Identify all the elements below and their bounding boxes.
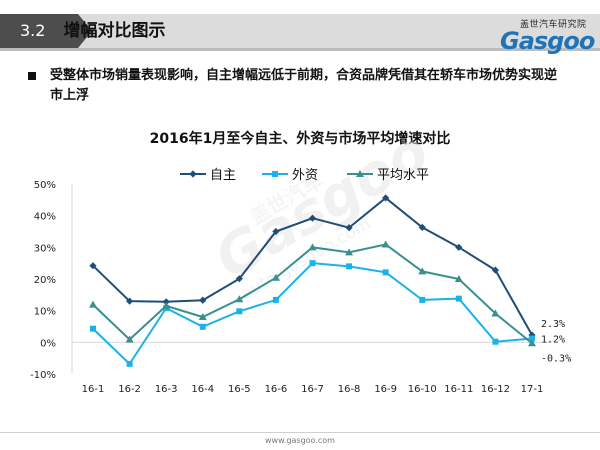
header-band	[0, 14, 78, 48]
data-point-pingjun	[271, 273, 280, 281]
data-point-waizi	[382, 269, 389, 276]
chart-title: 2016年1月至今自主、外资与市场平均增速对比	[149, 131, 451, 147]
data-point-pingjun	[162, 301, 171, 309]
bullet-square-icon	[28, 72, 36, 80]
footer-divider	[0, 432, 600, 433]
data-point-waizi	[346, 263, 353, 270]
y-tick-label: 0%	[40, 338, 56, 349]
y-tick-label: 40%	[34, 212, 56, 223]
data-point-waizi	[529, 335, 535, 342]
x-tick-label: 16-4	[191, 384, 214, 395]
data-point-waizi	[90, 325, 96, 332]
data-point-pingjun	[198, 313, 207, 320]
section-header: 3.2 增幅对比图示 盖世汽车研究院 Gasgoo	[0, 0, 600, 58]
data-point-waizi	[309, 260, 316, 267]
data-point-pingjun	[308, 243, 317, 251]
data-point-pingjun	[454, 275, 463, 282]
x-tick-label: 16-6	[265, 384, 288, 395]
bullet-note-text: 受整体市场销量表现影响，自主增幅远低于前期，合资品牌凭借其在轿车市场优势实现逆市…	[50, 68, 558, 103]
data-point-zizhu	[162, 298, 170, 306]
end-value-label: 2.3%	[541, 319, 565, 330]
data-point-zizhu	[125, 297, 134, 305]
y-tick-label: 10%	[34, 307, 56, 318]
data-point-waizi	[492, 338, 499, 345]
data-point-zizhu	[272, 227, 280, 236]
watermark-en: Gasgoo	[205, 119, 440, 292]
data-point-zizhu	[199, 296, 207, 304]
section-title: 增幅对比图示	[63, 21, 166, 41]
end-value-label: -0.3%	[541, 353, 571, 364]
data-point-zizhu	[235, 275, 243, 283]
x-tick-label: 16-5	[228, 384, 251, 395]
data-point-pingjun	[345, 248, 354, 256]
data-point-waizi	[272, 296, 279, 303]
data-point-waizi	[419, 296, 426, 303]
data-point-waizi	[126, 360, 133, 367]
x-tick-label: 16-2	[118, 384, 141, 395]
legend-label-waizi: 外资	[292, 168, 318, 183]
legend-marker-pingjun	[356, 170, 364, 177]
footer-url: www.gasgoo.com	[265, 436, 335, 445]
legend-marker-zizhu	[189, 170, 197, 178]
legend-marker-waizi	[272, 171, 278, 177]
section-heading: 3.2 增幅对比图示	[20, 14, 165, 48]
x-tick-label: 16-1	[82, 384, 105, 395]
y-tick-label: 50%	[34, 180, 56, 191]
data-point-zizhu	[345, 224, 353, 232]
bullet-note: 受整体市场销量表现影响，自主增幅远低于前期，合资品牌凭借其在轿车市场优势实现逆市…	[28, 66, 568, 106]
x-tick-label: 16-11	[444, 384, 473, 395]
data-point-zizhu	[418, 223, 426, 231]
y-tick-label: 30%	[34, 243, 56, 254]
data-point-waizi	[199, 323, 206, 330]
end-value-label: 1.2%	[541, 335, 565, 346]
data-point-pingjun	[235, 295, 244, 303]
header-underline	[0, 48, 600, 51]
y-tick-label: 20%	[34, 275, 56, 286]
x-tick-label: 16-12	[481, 384, 510, 395]
data-point-pingjun	[528, 339, 536, 347]
header-background	[0, 14, 600, 48]
x-tick-label: 16-8	[338, 384, 361, 395]
x-tick-label: 16-7	[301, 384, 324, 395]
data-point-zizhu	[382, 194, 390, 202]
data-point-waizi	[236, 308, 243, 315]
y-tick-label: -10%	[30, 370, 56, 381]
legend-label-zizhu: 自主	[210, 168, 236, 183]
data-point-zizhu	[528, 331, 536, 339]
x-tick-label: 17-1	[521, 384, 544, 395]
logo-cn-text: 盖世汽车研究院	[520, 20, 587, 30]
x-tick-label: 16-10	[408, 384, 437, 395]
x-tick-label: 16-9	[374, 384, 397, 395]
gasgoo-logo: Gasgoo	[500, 27, 595, 55]
header-band-arrow	[78, 14, 92, 48]
data-point-zizhu	[455, 243, 463, 251]
data-point-zizhu	[89, 262, 97, 270]
data-point-zizhu	[308, 214, 317, 222]
section-number: 3.2	[20, 21, 46, 40]
data-point-waizi	[455, 295, 462, 302]
data-point-pingjun	[491, 309, 500, 317]
data-point-pingjun	[89, 300, 97, 308]
data-point-pingjun	[418, 267, 427, 275]
data-point-pingjun	[125, 335, 134, 343]
legend-label-pingjun: 平均水平	[377, 168, 429, 183]
x-tick-label: 16-3	[155, 384, 178, 395]
data-point-pingjun	[381, 240, 390, 248]
data-point-zizhu	[491, 266, 500, 274]
